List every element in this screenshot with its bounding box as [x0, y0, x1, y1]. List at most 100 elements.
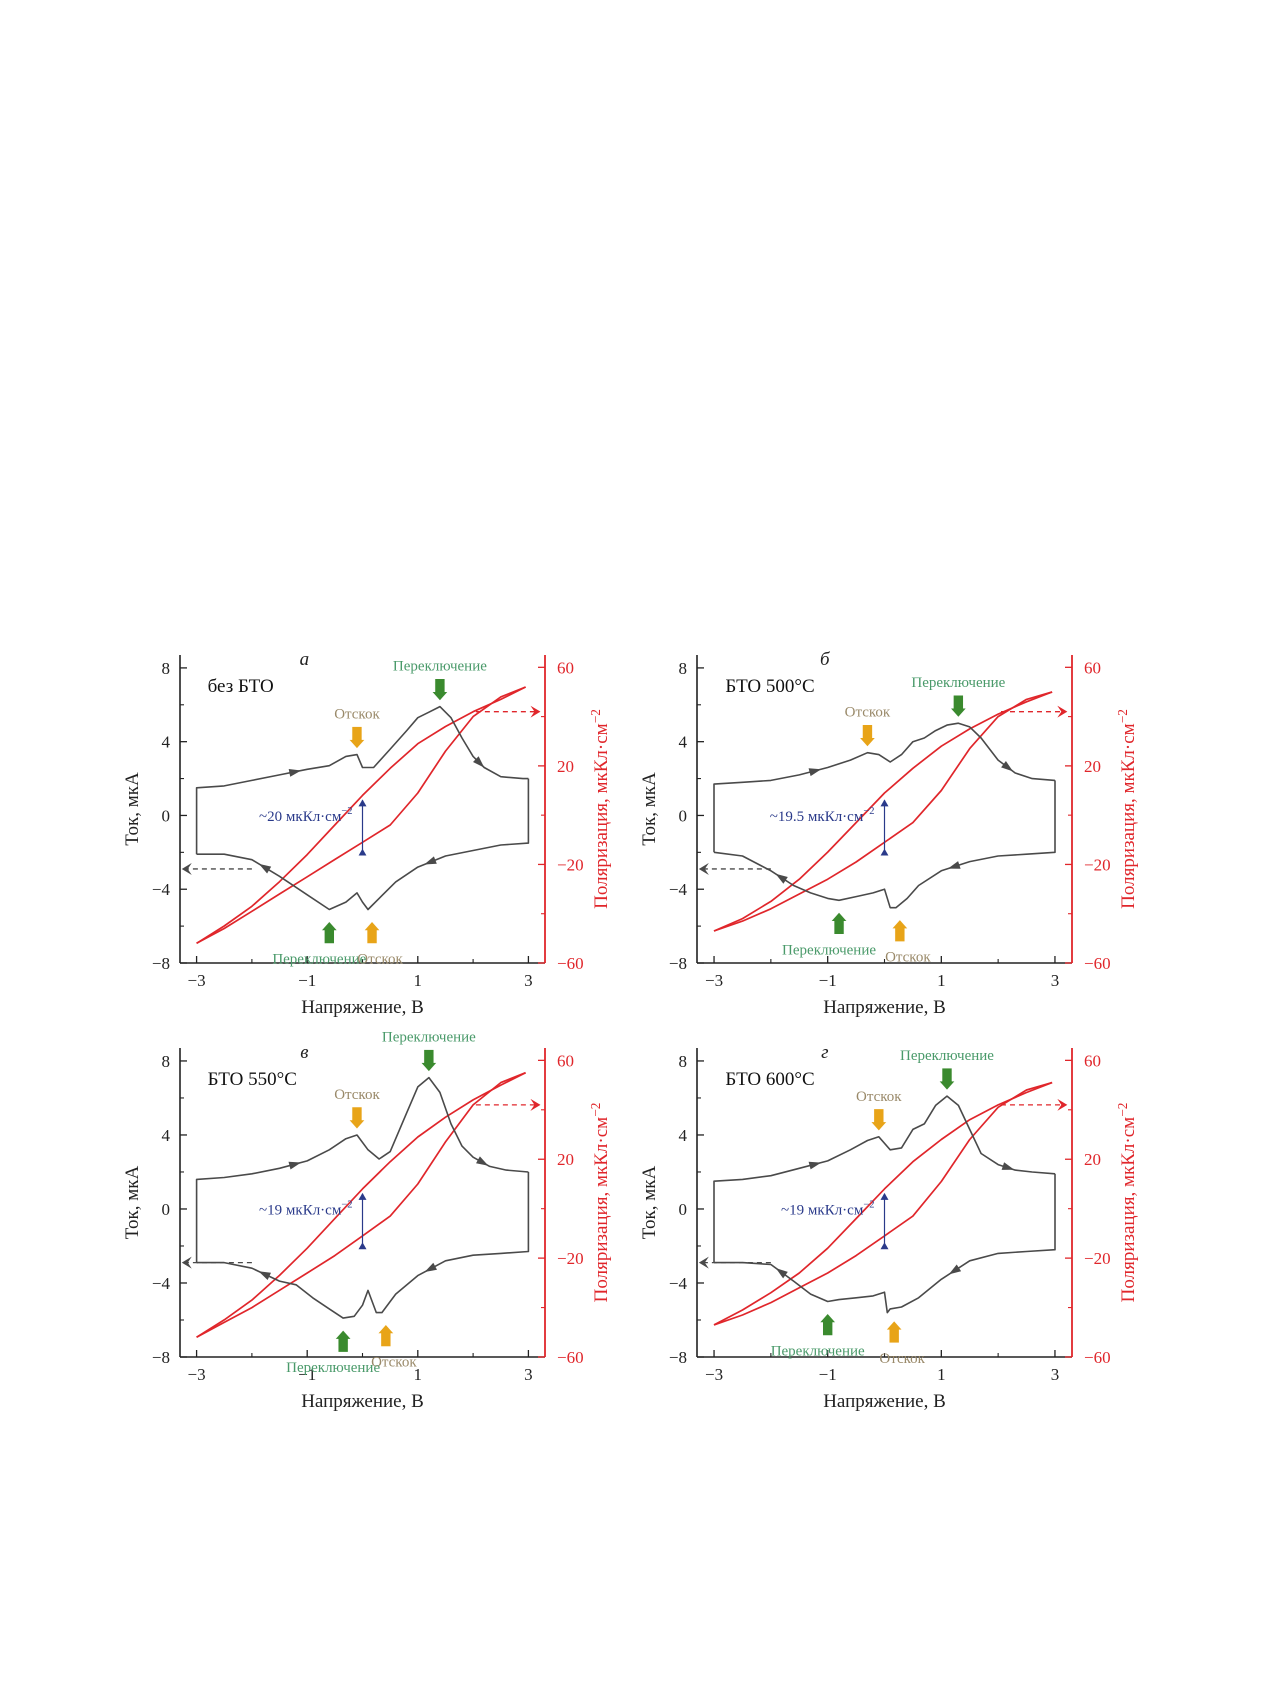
x-tick-label: −1 [819, 1365, 837, 1384]
panel-letter: б [820, 649, 831, 670]
y-left-tick-label: 0 [679, 806, 688, 825]
x-tick-label: −1 [298, 1365, 316, 1384]
bounce-label-top: Отскок [856, 1089, 902, 1105]
y-right-tick-label: −20 [557, 1249, 584, 1268]
x-axis-label: Напряжение, В [301, 997, 424, 1018]
y-right-axis-label: Поляризация, мкКл·см−2 [588, 1103, 612, 1303]
sample-label: без БТО [208, 676, 274, 697]
y-right-axis-label-base: Поляризация, мкКл·см [591, 723, 612, 909]
current-reverse-branch [713, 780, 1056, 909]
y-left-tick-label: 4 [162, 733, 171, 752]
y-left-tick-label: −8 [669, 1348, 687, 1367]
delta-polarization-label-exponent: −2 [863, 1200, 874, 1211]
x-tick-label: 3 [1051, 1365, 1060, 1384]
y-left-axis-label: Ток, мкА [122, 772, 143, 846]
x-tick-label: −3 [705, 971, 723, 990]
panel-letter: г [821, 1042, 828, 1063]
switching-label-bottom: Переключение [286, 1360, 380, 1376]
y-right-axis-label: Поляризация, мкКл·см−2 [1115, 709, 1139, 909]
delta-polarization-label: ~20 мкКл·см−2 [259, 806, 352, 825]
y-right-tick-label: 20 [1084, 757, 1101, 776]
y-right-tick-label: 60 [557, 658, 574, 677]
current-direction-arrow [424, 856, 437, 865]
panel-letter: в [300, 1042, 308, 1063]
switching-arrow-top [431, 678, 449, 702]
y-right-axis-label-exponent: −2 [1115, 1103, 1130, 1117]
y-left-tick-label: −4 [669, 1274, 688, 1293]
bounce-arrow-top [348, 726, 366, 750]
x-tick-label: 1 [414, 971, 423, 990]
bounce-label-top: Отскок [334, 1087, 380, 1103]
current-forward-branch [713, 1095, 1056, 1263]
y-left-tick-label: −8 [152, 954, 170, 973]
x-tick-label: −3 [188, 1365, 206, 1384]
bounce-arrow-bottom [377, 1324, 395, 1347]
y-right-axis-label-exponent: −2 [1115, 709, 1130, 723]
current-reverse-branch [714, 1173, 1056, 1314]
polarization-upper-branch [196, 1071, 526, 1338]
y-left-tick-label: 8 [162, 659, 171, 678]
y-left-tick-label: −4 [669, 880, 688, 899]
switching-label-top: Переключение [393, 659, 487, 675]
x-tick-label: −3 [705, 1365, 723, 1384]
y-left-tick-label: 0 [679, 1200, 688, 1219]
switching-label-top: Переключение [900, 1048, 994, 1064]
bounce-arrow-bottom [363, 921, 381, 944]
delta-polarization-label-base: ~19 мкКл·см [259, 1203, 342, 1219]
polarization-lower-branch [196, 686, 526, 945]
y-right-axis-label-base: Поляризация, мкКл·см [1118, 723, 1139, 909]
delta-polarization-label: ~19 мкКл·см−2 [781, 1200, 874, 1219]
bounce-arrow-top [348, 1106, 366, 1130]
y-right-tick-label: −20 [557, 855, 584, 874]
y-right-tick-label: −60 [1084, 954, 1111, 973]
x-tick-label: 1 [937, 1365, 946, 1384]
y-left-axis-label: Ток, мкА [639, 772, 660, 846]
y-right-tick-label: 20 [1084, 1150, 1101, 1169]
delta-polarization-label-exponent: −2 [863, 806, 874, 817]
y-left-tick-label: −4 [152, 1274, 171, 1293]
current-direction-arrow [476, 1156, 489, 1166]
current-forward-branch [713, 722, 1056, 853]
current-direction-arrow [1001, 1162, 1015, 1170]
y-right-tick-label: −60 [557, 954, 584, 973]
polarization-upper-branch [713, 691, 1053, 932]
y-right-axis-label: Поляризация, мкКл·см−2 [1115, 1103, 1139, 1303]
switching-arrow-top [420, 1049, 438, 1073]
x-tick-label: 1 [414, 1365, 423, 1384]
x-axis-label: Напряжение, В [823, 997, 946, 1018]
y-right-tick-label: 60 [557, 1051, 574, 1070]
delta-polarization-label-base: ~19.5 мкКл·см [770, 809, 864, 825]
switching-arrow-bottom [334, 1329, 352, 1353]
current-direction-arrow [808, 1161, 822, 1170]
y-left-tick-label: 0 [162, 806, 171, 825]
y-right-tick-label: 20 [557, 1150, 574, 1169]
x-tick-label: −3 [188, 971, 206, 990]
y-right-tick-label: −60 [1084, 1348, 1111, 1367]
y-right-tick-label: 60 [1084, 658, 1101, 677]
polarization-lower-branch [713, 691, 1053, 932]
delta-polarization-label-exponent: −2 [341, 1200, 352, 1211]
current-direction-arrow [258, 863, 272, 874]
y-right-tick-label: 20 [557, 757, 574, 776]
chart-panel-3: −3 −1 1 3 8 4 0 −4 −8 60 20 −20 −60 Напряжение, В Ток,… [122, 1030, 612, 1412]
delta-polarization-label: ~19 мкКл·см−2 [259, 1200, 352, 1219]
switching-arrow-top [949, 694, 968, 718]
bounce-label-bottom: Отскок [371, 1355, 417, 1371]
y-left-tick-label: −8 [669, 954, 687, 973]
y-right-axis-label-base: Поляризация, мкКл·см [591, 1117, 612, 1303]
current-direction-arrow [288, 769, 302, 777]
y-right-axis-label-exponent: −2 [588, 709, 603, 723]
switching-arrow-top [938, 1067, 956, 1091]
sample-label: БТО 600°C [725, 1069, 814, 1090]
y-left-tick-label: 8 [679, 659, 688, 678]
delta-polarization-label-base: ~19 мкКл·см [781, 1203, 864, 1219]
current-reverse-branch [196, 1172, 530, 1319]
panel-letter: а [300, 649, 310, 670]
current-forward-branch [195, 1076, 529, 1263]
switching-label-top: Переключение [382, 1030, 476, 1046]
polarization-upper-branch [713, 1081, 1053, 1326]
bounce-arrow-top [858, 724, 877, 748]
y-left-tick-label: 8 [679, 1052, 688, 1071]
current-direction-arrow [258, 1271, 271, 1280]
